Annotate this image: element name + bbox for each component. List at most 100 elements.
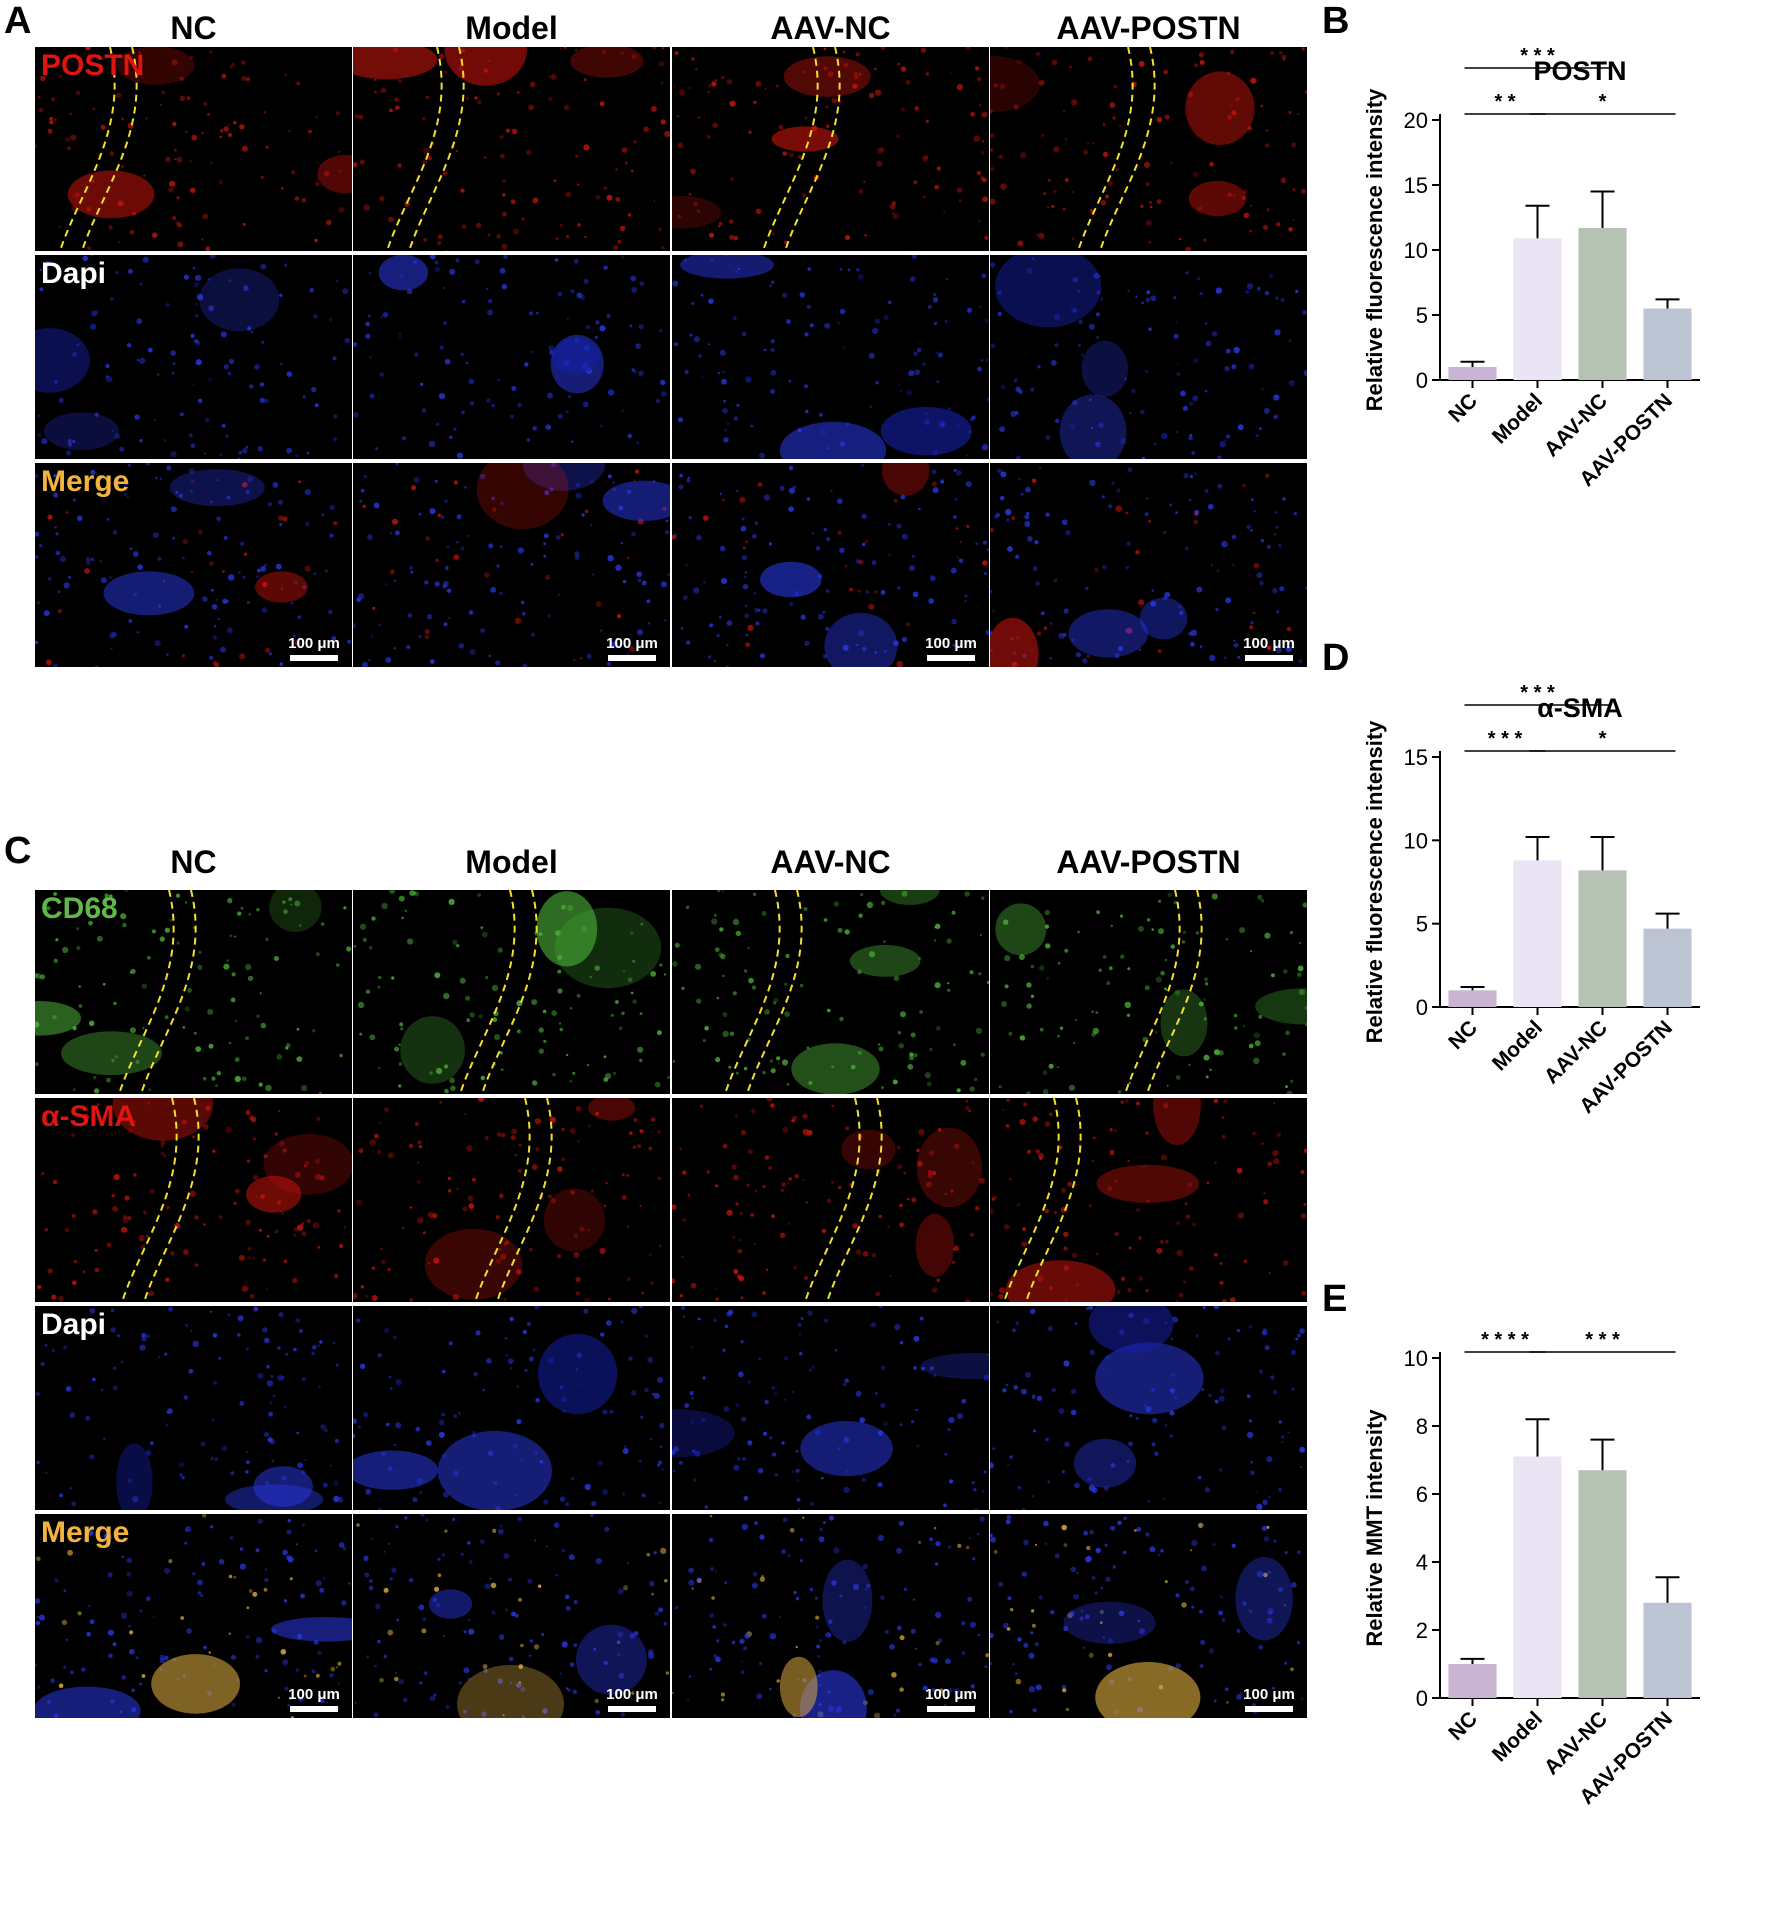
micrograph-image — [672, 1515, 989, 1718]
channel-label: CD68 — [41, 892, 118, 925]
micrograph-tile: 100 μm — [990, 1514, 1307, 1718]
micrograph-image — [354, 1514, 669, 1718]
significance-label: * * * — [1520, 682, 1555, 704]
col-header-model-a: Model — [465, 10, 558, 46]
scale-bar: 100 μm — [282, 1686, 346, 1712]
micrograph-image — [353, 890, 670, 1094]
y-tick-label: 0 — [1416, 995, 1428, 1020]
bar — [1513, 238, 1562, 380]
x-tick-label: Model — [1488, 1016, 1547, 1075]
scale-bar-label: 100 μm — [1243, 1686, 1295, 1703]
scale-bar-label: 100 μm — [606, 635, 658, 652]
y-tick-label: 15 — [1404, 173, 1428, 198]
y-tick-label: 5 — [1416, 912, 1428, 937]
micrograph-tile — [990, 47, 1307, 251]
scale-bar-line — [608, 655, 656, 661]
y-tick-label: 8 — [1416, 1414, 1428, 1439]
micrograph-image — [35, 47, 352, 251]
bar — [1643, 308, 1692, 380]
micrograph-tile: POSTN — [35, 47, 352, 251]
y-tick-label: 20 — [1404, 108, 1428, 133]
micrograph-image — [35, 1514, 352, 1718]
scale-bar-line — [1245, 1706, 1293, 1712]
micrograph-image — [990, 1306, 1306, 1510]
scale-bar-label: 100 μm — [925, 1686, 977, 1703]
y-axis-label: Relative MMT intensity — [1362, 1409, 1387, 1647]
bar — [1578, 1470, 1627, 1698]
scale-bar-label: 100 μm — [606, 1686, 658, 1703]
micrograph-tile — [672, 47, 989, 251]
x-tick-label: NC — [1444, 389, 1482, 427]
y-tick-label: 10 — [1404, 1346, 1428, 1371]
scale-bar-line — [927, 655, 975, 661]
micrograph-image — [990, 467, 1307, 667]
micrograph-tile: 100 μm — [353, 463, 670, 667]
panel-letter-e: E — [1322, 1278, 1348, 1320]
micrograph-image — [990, 1098, 1307, 1302]
col-header-aav-postn-c: AAV-POSTN — [1056, 844, 1241, 880]
scale-bar-line — [1245, 655, 1293, 661]
x-tick-label: Model — [1488, 389, 1547, 448]
channel-label: Dapi — [41, 257, 107, 290]
significance-label: * — [1599, 91, 1607, 113]
bar — [1448, 367, 1497, 380]
scale-bar-label: 100 μm — [925, 635, 977, 652]
micrograph-tile — [672, 255, 989, 459]
bar — [1578, 227, 1627, 380]
significance-label: * — [1599, 728, 1607, 750]
micrograph-image — [37, 1098, 352, 1302]
significance-label: * * * * — [1481, 1329, 1529, 1351]
y-tick-label: 0 — [1416, 368, 1428, 393]
scale-bar-label: 100 μm — [288, 635, 340, 652]
scale-bar-line — [927, 1706, 975, 1712]
y-axis-label: Relative fluorescence intensity — [1362, 720, 1387, 1044]
bar — [1513, 1456, 1562, 1698]
channel-label: POSTN — [41, 49, 145, 82]
micrograph-tile — [353, 1098, 670, 1302]
micrograph-tile: 100 μm — [990, 463, 1307, 667]
col-header-nc-a: NC — [170, 10, 217, 46]
micrograph-image — [995, 890, 1307, 1094]
chart-title: α-SMA — [1537, 693, 1623, 723]
micrograph-tile — [672, 1306, 989, 1510]
chart-title: POSTN — [1533, 56, 1626, 86]
micrograph-tile — [353, 1306, 670, 1510]
bar — [1578, 870, 1627, 1007]
micrograph-tile — [353, 255, 670, 459]
bar — [1448, 990, 1497, 1007]
micrograph-tile — [990, 890, 1307, 1094]
scale-bar: 100 μm — [1237, 635, 1301, 661]
significance-label: * * — [1494, 91, 1515, 113]
scale-bar-line — [290, 655, 338, 661]
col-header-aav-nc-c: AAV-NC — [770, 844, 891, 880]
col-header-nc-c: NC — [170, 844, 217, 880]
scale-bar-label: 100 μm — [288, 1686, 340, 1703]
micrograph-image — [672, 1306, 989, 1510]
micrograph-tile — [672, 890, 989, 1094]
x-tick-label: Model — [1488, 1707, 1547, 1766]
micrograph-tile: α-SMA — [35, 1098, 352, 1302]
micrograph-tile: 100 μm — [672, 1514, 989, 1718]
panel-letter-c: C — [4, 830, 32, 872]
micrograph-tile — [353, 47, 670, 251]
y-axis-label: Relative fluorescence intensity — [1362, 88, 1387, 412]
y-tick-label: 6 — [1416, 1482, 1428, 1507]
micrograph-tile — [353, 890, 670, 1094]
x-tick-label: NC — [1444, 1707, 1482, 1745]
channel-label: Merge — [41, 465, 130, 498]
col-header-model-c: Model — [465, 844, 558, 880]
panel-letter-b: B — [1322, 0, 1350, 42]
panel-e-chart: Relative MMT intensity 0 2 4 6 8 10 NC Model AAV-… — [1322, 1283, 1772, 1918]
significance-label: * * * — [1488, 728, 1523, 750]
scale-bar-line — [290, 1706, 338, 1712]
panel-letter-d: D — [1322, 637, 1350, 679]
micrograph-image — [35, 1306, 344, 1510]
micrograph-image — [35, 890, 352, 1094]
panel-b-chart: POSTN Relative fluorescence intensity 0 5 10… — [1322, 40, 1772, 630]
scale-bar: 100 μm — [600, 635, 664, 661]
y-tick-label: 4 — [1416, 1550, 1428, 1575]
micrograph-image — [672, 890, 989, 1094]
channel-label: α-SMA — [41, 1100, 137, 1133]
micrograph-tile: Dapi — [35, 255, 352, 459]
scale-bar: 100 μm — [600, 1686, 664, 1712]
